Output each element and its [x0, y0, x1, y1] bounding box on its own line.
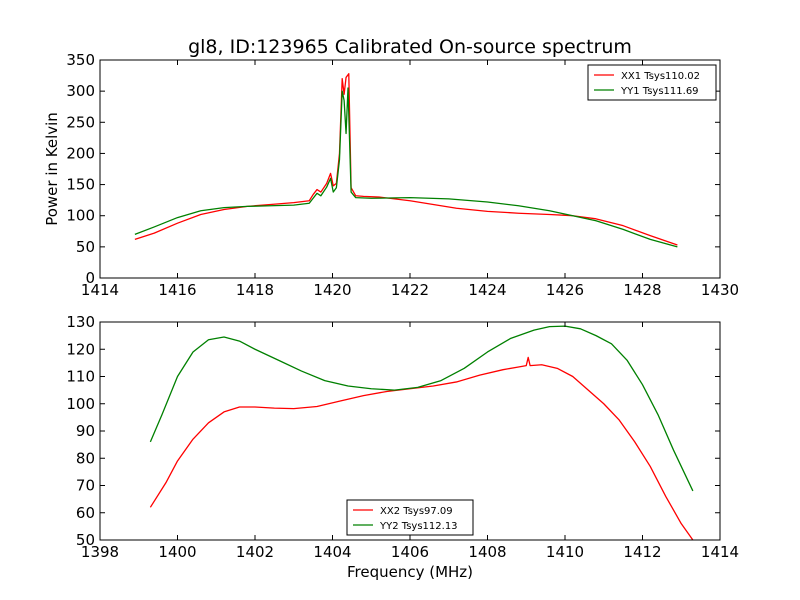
bottom-legend-label-1: XX2 Tsys97.09 — [380, 506, 453, 517]
top-panel: 1414 1416 1418 1420 1422 1424 1426 1428 1430 0 50 1… — [66, 51, 739, 299]
bottom-x-tick-label: 1402 — [236, 543, 274, 561]
bottom-legend: XX2 Tsys97.09 YY2 Tsys112.13 — [346, 499, 474, 536]
bottom-x-tick-label: 1406 — [391, 543, 429, 561]
top-y-tick-label: 0 — [85, 269, 95, 287]
chart-title: gl8, ID:123965 Calibrated On-source spec… — [188, 36, 632, 58]
top-x-tick-label: 1426 — [546, 281, 584, 299]
top-x-tick-label: 1422 — [391, 281, 429, 299]
bottom-y-tick-label: 120 — [66, 340, 95, 358]
top-y-tick-label: 350 — [66, 51, 95, 69]
bottom-y-tick-label: 70 — [76, 477, 95, 495]
bottom-x-tick-label: 1400 — [158, 543, 196, 561]
top-series-line-2 — [134, 87, 678, 248]
bottom-y-tick-label: 50 — [76, 531, 95, 549]
bottom-x-tick-label: 1410 — [546, 543, 584, 561]
top-x-tick-label: 1418 — [236, 281, 274, 299]
bottom-x-tick-label: 1412 — [623, 543, 661, 561]
top-y-tick-label: 250 — [66, 113, 95, 131]
top-x-tick-label: 1424 — [468, 281, 506, 299]
top-x-tick-label: 1430 — [701, 281, 739, 299]
top-legend-label-2: YY1 Tsys111.69 — [620, 86, 699, 97]
top-y-tick-label: 300 — [66, 82, 95, 100]
x-axis-label: Frequency (MHz) — [347, 563, 473, 581]
top-x-tick-label: 1420 — [313, 281, 351, 299]
top-y-tick-label: 100 — [66, 207, 95, 225]
top-y-tick-label: 150 — [66, 176, 95, 194]
bottom-y-tick-label: 100 — [66, 395, 95, 413]
top-x-tick-label: 1414 — [81, 281, 119, 299]
top-series-line-1 — [134, 73, 678, 246]
bottom-legend-label-2: YY2 Tsys112.13 — [379, 521, 458, 532]
y-axis-label: Power in Kelvin — [43, 112, 61, 226]
bottom-y-tick-label: 60 — [76, 504, 95, 522]
bottom-legend-box — [346, 499, 474, 536]
bottom-panel: 1398 1400 1402 1404 1406 1408 1410 1412 1414 50 60… — [66, 313, 739, 561]
top-y-tick-label: 50 — [76, 238, 95, 256]
top-legend-box — [587, 64, 717, 101]
bottom-x-tick-label: 1414 — [701, 543, 739, 561]
top-legend-label-1: XX1 Tsys110.02 — [621, 71, 700, 82]
bottom-series-line-1 — [149, 356, 694, 540]
bottom-y-tick-label: 110 — [66, 368, 95, 386]
bottom-x-tick-label: 1408 — [468, 543, 506, 561]
bottom-x-tick-label: 1404 — [313, 543, 351, 561]
bottom-y-tick-label: 90 — [76, 422, 95, 440]
top-legend: XX1 Tsys110.02 YY1 Tsys111.69 — [587, 64, 717, 101]
bottom-x-tick-label: 1398 — [81, 543, 119, 561]
top-x-tick-label: 1428 — [623, 281, 661, 299]
top-x-tick-label: 1416 — [158, 281, 196, 299]
bottom-y-tick-label: 80 — [76, 449, 95, 467]
bottom-y-tick-label: 130 — [66, 313, 95, 331]
top-y-tick-label: 200 — [66, 144, 95, 162]
bottom-series-line-2 — [149, 325, 694, 492]
